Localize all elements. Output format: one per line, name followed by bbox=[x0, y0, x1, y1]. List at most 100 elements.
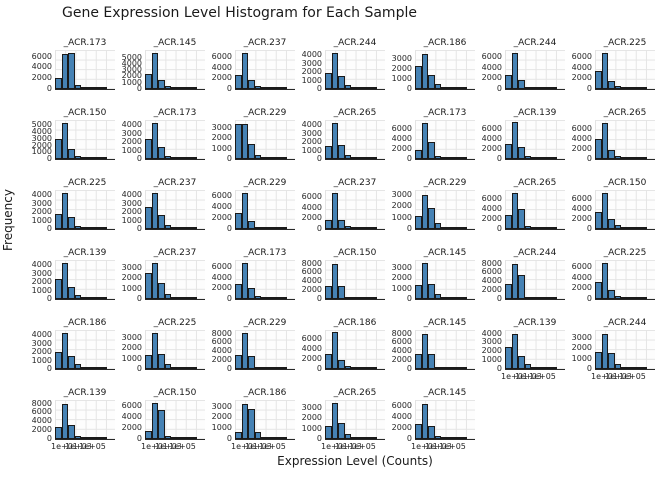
histogram-bar bbox=[550, 157, 557, 159]
histogram-bar bbox=[601, 123, 608, 159]
histogram-bar bbox=[415, 216, 422, 229]
y-tick-label: 3000 bbox=[121, 333, 142, 343]
subplot-axes bbox=[415, 190, 475, 230]
y-tick-label: 2000 bbox=[391, 355, 412, 365]
y-tick-label: 6000 bbox=[301, 192, 322, 202]
y-tick-label: 2000 bbox=[211, 412, 232, 422]
histogram-bar bbox=[441, 297, 448, 299]
subplot-axes bbox=[505, 260, 565, 300]
histogram-bar bbox=[640, 87, 647, 89]
y-tick-label: 2000 bbox=[301, 213, 322, 223]
histogram-bar bbox=[357, 297, 364, 299]
y-tick-label: 2000 bbox=[391, 144, 412, 153]
histogram-bar bbox=[68, 287, 75, 299]
histogram-bar bbox=[621, 227, 628, 229]
histogram-bar bbox=[550, 227, 557, 229]
histogram-bar bbox=[164, 436, 171, 439]
y-tick-label: 4000 bbox=[481, 204, 502, 213]
histogram-bar bbox=[325, 220, 332, 229]
subplot-title: _ACR.237 bbox=[243, 38, 287, 48]
y-tick-label: 3000 bbox=[31, 198, 52, 208]
histogram-bar bbox=[267, 227, 274, 229]
y-tick-label: 0 bbox=[586, 154, 592, 163]
y-tick-label: 4000 bbox=[301, 50, 322, 60]
histogram-bar bbox=[254, 296, 261, 299]
y-tick-label: 8000 bbox=[391, 328, 412, 338]
y-tick-label: 0 bbox=[226, 224, 232, 233]
y-tick-label: 0 bbox=[406, 154, 412, 163]
subplot-axes bbox=[235, 190, 295, 230]
y-tick-label: 0 bbox=[46, 434, 52, 443]
y-tick-label: 0 bbox=[226, 434, 232, 443]
histogram-bar bbox=[627, 227, 634, 229]
histogram-bar bbox=[87, 297, 94, 299]
y-tick-label: 0 bbox=[136, 154, 142, 163]
y-tick-label: 4000 bbox=[571, 272, 592, 282]
y-tick-label: 4000 bbox=[121, 58, 142, 68]
histogram-bar bbox=[441, 87, 448, 89]
y-tick-label: 4000 bbox=[211, 346, 232, 356]
subplot-title: _ACR.139 bbox=[513, 318, 557, 328]
subplot-title: _ACR.150 bbox=[333, 248, 377, 258]
histogram-bar bbox=[357, 87, 364, 89]
histogram-bar bbox=[370, 437, 377, 439]
histogram-bar bbox=[460, 437, 467, 439]
y-tick-label: 1000 bbox=[31, 147, 52, 157]
histogram-bar bbox=[614, 86, 621, 89]
histogram-bar bbox=[601, 334, 608, 369]
histogram-bar bbox=[177, 227, 184, 229]
histogram-bar bbox=[364, 437, 371, 439]
histogram-bar bbox=[524, 297, 531, 299]
subplot-axes bbox=[595, 190, 655, 230]
y-tick-label: 3000 bbox=[31, 133, 52, 143]
y-tick-label: 2000 bbox=[121, 343, 142, 353]
histogram-bar bbox=[338, 286, 345, 299]
histogram-bar bbox=[254, 432, 261, 439]
subplot-axes bbox=[415, 120, 475, 160]
histogram-bar bbox=[61, 333, 68, 369]
histogram-bar bbox=[531, 157, 538, 159]
subplot-title: _ACR.244 bbox=[513, 248, 557, 258]
x-tick-label: 1e+05 bbox=[259, 442, 286, 451]
histogram-bar bbox=[595, 352, 602, 369]
x-tick-label: 1e+03 bbox=[335, 442, 362, 451]
subplot-axes bbox=[55, 50, 115, 90]
subplot-title: _ACR.225 bbox=[603, 248, 647, 258]
histogram-bar bbox=[158, 354, 165, 369]
y-tick-label: 6000 bbox=[301, 267, 322, 277]
histogram-bar bbox=[351, 367, 358, 369]
x-tick-label: 1e+03 bbox=[245, 442, 272, 451]
y-axis-label: Frequency bbox=[1, 189, 15, 251]
histogram-bar bbox=[145, 355, 152, 369]
subplot-axes bbox=[235, 120, 295, 160]
y-tick-label: 6000 bbox=[571, 52, 592, 62]
histogram-bar bbox=[357, 157, 364, 159]
y-tick-label: 0 bbox=[316, 434, 322, 443]
subplot-axes bbox=[415, 50, 475, 90]
y-tick-label: 2000 bbox=[481, 144, 502, 153]
histogram-bar bbox=[344, 85, 351, 89]
subplot-title: _ACR.265 bbox=[333, 108, 377, 118]
x-tick-label: 1e+01 bbox=[321, 442, 348, 451]
y-tick-label: 0 bbox=[586, 294, 592, 303]
histogram-bar bbox=[531, 367, 538, 369]
histogram-bar bbox=[171, 367, 178, 369]
histogram-bar bbox=[94, 367, 101, 369]
subplot-axes bbox=[145, 260, 205, 300]
subplot-axes bbox=[415, 260, 475, 300]
subplot-axes bbox=[55, 400, 115, 440]
y-tick-label: 0 bbox=[406, 294, 412, 303]
y-tick-label: 6000 bbox=[211, 337, 232, 347]
y-tick-label: 4000 bbox=[301, 276, 322, 286]
subplot-title: _ACR.265 bbox=[603, 108, 647, 118]
histogram-bar bbox=[415, 424, 422, 439]
histogram-bar bbox=[460, 297, 467, 299]
histogram-bar bbox=[344, 366, 351, 369]
y-tick-label: 3000 bbox=[301, 58, 322, 68]
histogram-bar bbox=[177, 297, 184, 299]
x-tick-label: 1e+03 bbox=[425, 442, 452, 451]
y-tick-label: 4000 bbox=[121, 190, 142, 200]
histogram-bar bbox=[441, 367, 448, 369]
histogram-bar bbox=[164, 294, 171, 299]
y-tick-label: 2000 bbox=[211, 212, 232, 222]
